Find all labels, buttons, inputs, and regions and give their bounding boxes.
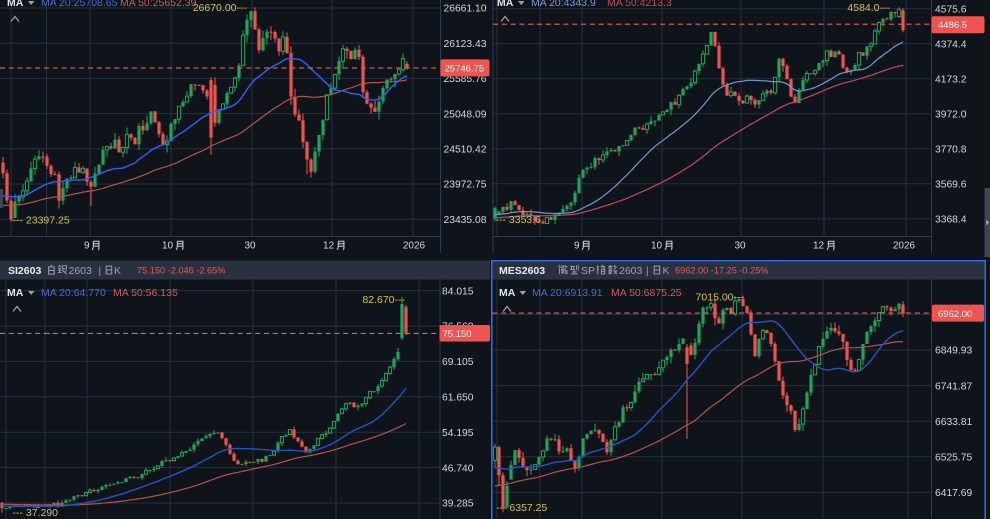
svg-text:75.150 -2.046 -2.65%: 75.150 -2.046 -2.65% bbox=[137, 266, 225, 276]
svg-text:6962.00: 6962.00 bbox=[938, 309, 972, 320]
svg-text:|: | bbox=[99, 266, 102, 277]
svg-text:25585.76: 25585.76 bbox=[444, 74, 487, 85]
svg-text:24510.42: 24510.42 bbox=[444, 145, 487, 156]
svg-text:7015.00---: 7015.00--- bbox=[696, 292, 745, 304]
svg-text:2603: 2603 bbox=[69, 265, 93, 277]
svg-text:26661.10: 26661.10 bbox=[444, 4, 487, 15]
svg-text:26123.43: 26123.43 bbox=[444, 39, 487, 50]
svg-text:84.015: 84.015 bbox=[442, 286, 474, 297]
svg-text:61.650: 61.650 bbox=[442, 393, 474, 404]
svg-text:MES2603: MES2603 bbox=[499, 265, 545, 277]
svg-text:4584.0---: 4584.0--- bbox=[847, 2, 890, 14]
svg-text:12: 12 bbox=[813, 241, 825, 252]
svg-text:9: 9 bbox=[574, 241, 580, 252]
svg-text:--- 3353.6: --- 3353.6 bbox=[496, 214, 542, 226]
svg-text:4374.4: 4374.4 bbox=[935, 40, 967, 51]
svg-text:3368.4: 3368.4 bbox=[935, 215, 967, 226]
svg-text:SP: SP bbox=[581, 265, 595, 277]
svg-text:SI2603: SI2603 bbox=[8, 265, 41, 277]
svg-text:4173.2: 4173.2 bbox=[935, 75, 967, 86]
svg-text:6417.69: 6417.69 bbox=[935, 488, 972, 499]
svg-text:23435.08: 23435.08 bbox=[444, 215, 487, 226]
svg-text:6741.87: 6741.87 bbox=[935, 381, 972, 392]
svg-text:75.150: 75.150 bbox=[443, 329, 472, 340]
svg-text:MA: MA bbox=[7, 0, 24, 9]
svg-text:--- 6357.25: --- 6357.25 bbox=[496, 502, 548, 514]
svg-text:26670.00---: 26670.00--- bbox=[193, 2, 248, 14]
svg-text:MA 50:56.135: MA 50:56.135 bbox=[113, 287, 178, 299]
svg-text:MA 20:25708.65: MA 20:25708.65 bbox=[41, 0, 118, 9]
svg-text:|: | bbox=[646, 266, 649, 277]
svg-text:82.670---: 82.670--- bbox=[362, 294, 405, 306]
svg-text:25048.09: 25048.09 bbox=[444, 109, 487, 120]
svg-text:30: 30 bbox=[244, 241, 256, 252]
svg-text:2603: 2603 bbox=[619, 265, 643, 277]
svg-text:6525.75: 6525.75 bbox=[935, 453, 972, 464]
svg-text:23972.75: 23972.75 bbox=[444, 180, 487, 191]
svg-text:K: K bbox=[114, 265, 121, 277]
svg-text:3770.8: 3770.8 bbox=[935, 145, 967, 156]
svg-text:K: K bbox=[663, 265, 670, 277]
svg-text:25746.75: 25746.75 bbox=[445, 64, 485, 75]
svg-text:69.105: 69.105 bbox=[442, 357, 474, 368]
svg-text:46.740: 46.740 bbox=[442, 463, 474, 474]
svg-text:MA 50:6875.25: MA 50:6875.25 bbox=[611, 287, 682, 299]
svg-text:3569.6: 3569.6 bbox=[935, 180, 967, 191]
svg-text:4575.6: 4575.6 bbox=[935, 5, 967, 16]
svg-text:--- 23397.25: --- 23397.25 bbox=[13, 215, 70, 227]
svg-text:10: 10 bbox=[651, 241, 663, 252]
svg-text:3972.0: 3972.0 bbox=[935, 110, 967, 121]
svg-text:4486.5: 4486.5 bbox=[938, 20, 967, 31]
svg-text:54.195: 54.195 bbox=[442, 428, 474, 439]
svg-text:30: 30 bbox=[734, 241, 746, 252]
svg-text:6849.93: 6849.93 bbox=[935, 346, 972, 357]
svg-text:12: 12 bbox=[323, 241, 335, 252]
svg-text:MA 20:6913.91: MA 20:6913.91 bbox=[532, 287, 603, 299]
svg-text:MA 50:25652.39: MA 50:25652.39 bbox=[120, 0, 197, 9]
svg-text:6962.00 -17.25 -0.25%: 6962.00 -17.25 -0.25% bbox=[675, 266, 768, 276]
svg-text:2026: 2026 bbox=[403, 241, 426, 252]
svg-text:9: 9 bbox=[84, 241, 90, 252]
svg-text:MA 50:4213.3: MA 50:4213.3 bbox=[607, 0, 672, 9]
svg-text:10: 10 bbox=[162, 241, 174, 252]
svg-text:MA 20:64.770: MA 20:64.770 bbox=[41, 287, 106, 299]
svg-text:MA: MA bbox=[7, 287, 24, 299]
svg-text:MA: MA bbox=[499, 287, 516, 299]
svg-text:39.285: 39.285 bbox=[442, 499, 474, 510]
svg-text:--- 37.290: --- 37.290 bbox=[13, 507, 59, 519]
svg-text:2026: 2026 bbox=[893, 241, 916, 252]
svg-text:MA: MA bbox=[497, 0, 514, 9]
svg-text:6633.81: 6633.81 bbox=[935, 417, 972, 428]
svg-text:MA 20:4343.9: MA 20:4343.9 bbox=[531, 0, 596, 9]
